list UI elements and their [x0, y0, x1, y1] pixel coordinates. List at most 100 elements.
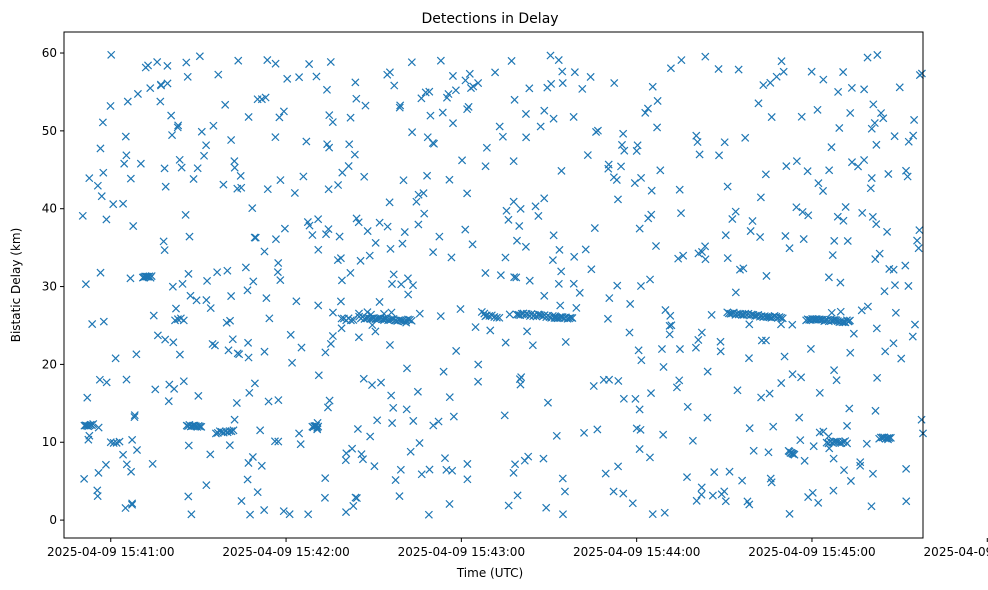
- detection-point: [235, 350, 244, 359]
- detection-point: [244, 458, 253, 467]
- detection-point: [749, 446, 758, 455]
- detection-point: [721, 497, 730, 506]
- detection-point: [414, 220, 423, 229]
- detection-point: [572, 303, 581, 312]
- detection-point: [321, 230, 331, 239]
- detection-point: [836, 307, 845, 316]
- detection-point: [335, 232, 344, 241]
- detection-point: [531, 202, 540, 211]
- detection-point: [797, 373, 806, 382]
- detection-point: [232, 398, 241, 408]
- detection-point: [326, 57, 335, 66]
- detection-point: [244, 112, 253, 122]
- detection-point: [870, 118, 879, 128]
- detection-point: [504, 501, 513, 510]
- detection-point: [373, 416, 382, 425]
- detection-point: [376, 378, 386, 387]
- detection-point: [237, 496, 246, 506]
- detection-point: [346, 316, 355, 325]
- detection-point: [192, 296, 201, 305]
- detection-point: [211, 429, 220, 438]
- detection-point: [792, 157, 801, 166]
- detection-point: [741, 133, 750, 142]
- detection-point: [206, 304, 215, 313]
- detection-point: [400, 228, 409, 237]
- detection-point: [179, 316, 188, 325]
- detection-point: [363, 227, 372, 236]
- detection-point: [486, 326, 495, 335]
- detection-point: [417, 470, 426, 479]
- detection-point: [370, 462, 379, 471]
- detection-point: [163, 61, 172, 70]
- detection-point: [847, 158, 857, 167]
- detection-point: [208, 339, 217, 349]
- detection-point: [568, 313, 577, 323]
- detection-point: [549, 231, 558, 240]
- detection-point: [435, 232, 444, 241]
- y-axis-label: Bistatic Delay (km): [9, 228, 23, 343]
- detection-point: [122, 151, 131, 160]
- detection-point: [233, 184, 242, 193]
- detection-point: [630, 179, 639, 188]
- x-axis: 2025-04-09 15:41:00 2025-04-09 15:42:00 20…: [47, 538, 988, 559]
- detection-point: [286, 330, 295, 339]
- detection-point: [178, 279, 187, 288]
- detection-point: [692, 131, 701, 140]
- detection-point: [250, 379, 259, 388]
- detection-point: [290, 188, 299, 197]
- detection-point: [836, 278, 845, 287]
- detection-point: [804, 493, 813, 502]
- detection-point: [253, 488, 262, 497]
- detection-point: [186, 291, 195, 300]
- detection-point: [323, 140, 332, 149]
- detection-point: [445, 499, 454, 509]
- detection-point: [590, 224, 599, 233]
- detection-point: [461, 76, 470, 85]
- detection-point: [295, 73, 304, 82]
- detection-point: [398, 239, 407, 248]
- detection-point: [351, 493, 360, 502]
- plot-area: [78, 50, 928, 519]
- detection-point: [797, 112, 806, 121]
- x-tick-label: 2025-04-09 15:44:00: [573, 545, 700, 559]
- detection-point: [856, 458, 865, 467]
- detection-point: [693, 137, 702, 147]
- detection-point: [160, 246, 169, 255]
- detection-point: [766, 474, 775, 483]
- detection-point: [835, 123, 844, 133]
- detection-point: [356, 256, 365, 265]
- detection-point: [197, 422, 206, 431]
- detection-point: [635, 405, 644, 414]
- detection-point: [375, 218, 384, 227]
- detection-point: [501, 253, 510, 262]
- detection-point: [614, 462, 623, 471]
- detection-point: [146, 84, 155, 93]
- detection-point: [324, 185, 333, 194]
- detection-point: [665, 330, 674, 339]
- detection-point: [904, 137, 913, 146]
- detection-point: [423, 171, 432, 180]
- detection-point: [513, 491, 522, 500]
- detection-point: [163, 79, 172, 88]
- detection-point: [617, 162, 626, 171]
- detection-point: [292, 297, 301, 306]
- detection-point: [866, 184, 875, 193]
- detection-point: [889, 339, 898, 348]
- detection-point: [512, 236, 522, 245]
- detection-point: [234, 56, 243, 65]
- detection-point: [425, 465, 434, 474]
- detection-point: [707, 310, 716, 319]
- detection-point: [569, 279, 578, 288]
- detection-point: [463, 189, 472, 198]
- detection-point: [788, 370, 797, 379]
- detection-point: [228, 335, 237, 344]
- detection-point: [829, 454, 838, 463]
- detection-point: [387, 308, 396, 317]
- detection-point: [509, 468, 518, 477]
- detection-point: [448, 119, 458, 128]
- detection-point: [341, 456, 350, 465]
- detection-point: [651, 242, 661, 251]
- detection-point: [189, 174, 198, 184]
- detection-point: [305, 60, 314, 69]
- detection-point: [385, 340, 394, 349]
